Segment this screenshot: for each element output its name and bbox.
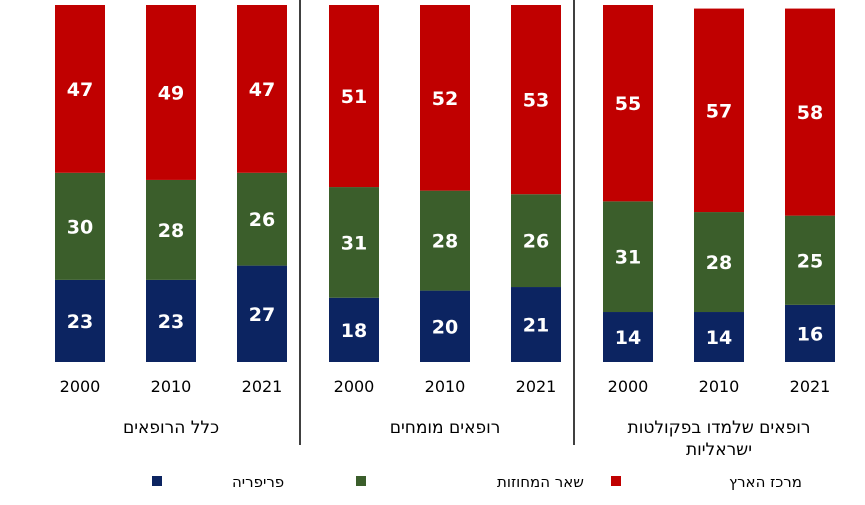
bar-segment-g2-c2-s1 [785, 215, 835, 305]
bar-segment-g1-c2-s1 [511, 194, 561, 288]
bar-segment-g1-c0-s1 [329, 187, 379, 298]
data-label-g2-c0-s0: 14 [615, 327, 641, 349]
data-label-g1-c1-s1: 28 [432, 231, 458, 253]
data-label-g0-c0-s0: 23 [67, 311, 93, 333]
dividers-layer [299, 0, 575, 445]
bar-segment-g2-c0-s2 [603, 5, 653, 202]
data-label-g0-c2-s0: 27 [249, 304, 275, 326]
data-label-g1-c2-s2: 53 [523, 90, 549, 112]
data-label-g2-c2-s0: 16 [797, 323, 823, 345]
data-label-g1-c1-s0: 20 [432, 316, 458, 338]
bar-segment-g0-c0-s2 [55, 5, 105, 173]
data-label-g1-c0-s1: 31 [341, 232, 367, 254]
bar-segment-g2-c1-s0 [694, 312, 744, 362]
bar-segment-g1-c1-s2 [420, 5, 470, 191]
data-label-g1-c0-s0: 18 [341, 320, 367, 342]
bar-segment-g1-c0-s2 [329, 5, 379, 188]
legend-swatch-2 [611, 476, 621, 486]
legend-swatch-0 [152, 476, 162, 486]
data-label-g2-c1-s1: 28 [706, 252, 732, 274]
bar-segment-g1-c2-s2 [511, 5, 561, 195]
x-tick-label-g2-c2: 2021 [790, 377, 831, 396]
bar-segment-g1-c1-s1 [420, 190, 470, 291]
bar-segment-g0-c0-s0 [55, 279, 105, 362]
data-label-g0-c0-s1: 30 [67, 216, 93, 238]
bar-segment-g2-c1-s2 [694, 8, 744, 213]
bars-layer [55, 5, 835, 362]
x-tick-label-g2-c1: 2010 [699, 377, 740, 396]
bar-segment-g1-c2-s0 [511, 287, 561, 362]
legend-label-2: מרכז הארץ [729, 473, 802, 491]
data-label-g2-c1-s2: 57 [706, 100, 732, 122]
bar-segment-g2-c2-s2 [785, 8, 835, 216]
data-label-g0-c1-s2: 49 [158, 82, 184, 104]
bar-segment-g0-c0-s1 [55, 172, 105, 280]
bar-segment-g2-c0-s0 [603, 312, 653, 362]
bar-segment-g0-c1-s0 [146, 279, 196, 362]
data-label-g2-c2-s1: 25 [797, 250, 823, 272]
bar-segment-g1-c0-s0 [329, 297, 379, 362]
group-label-1: רופאים מומחים [390, 418, 501, 438]
data-label-g2-c2-s2: 58 [797, 102, 823, 124]
x-tick-label-g2-c0: 2000 [608, 377, 649, 396]
data-label-g2-c0-s1: 31 [615, 247, 641, 269]
group-label-0: כלל הרופאים [123, 418, 219, 438]
data-label-g2-c0-s2: 55 [615, 93, 641, 115]
legend-swatch-1 [356, 476, 366, 486]
bar-segment-g0-c1-s2 [146, 5, 196, 180]
x-tick-label-g0-c0: 2000 [60, 377, 101, 396]
bar-segment-g0-c1-s1 [146, 179, 196, 280]
data-label-g2-c1-s0: 14 [706, 327, 732, 349]
bar-segment-g2-c0-s1 [603, 201, 653, 313]
data-label-g0-c2-s2: 47 [249, 79, 275, 101]
legend: פריפריה שאר המחוזות מרכז הארץ [152, 473, 802, 491]
x-tick-label-g1-c0: 2000 [334, 377, 375, 396]
data-label-g0-c1-s0: 23 [158, 311, 184, 333]
data-label-g1-c2-s0: 21 [523, 315, 549, 337]
data-label-g1-c1-s2: 52 [432, 88, 458, 110]
bar-segment-g0-c2-s1 [237, 172, 287, 266]
bar-segment-g2-c1-s1 [694, 212, 744, 313]
group-label-2-line-0: רופאים שלמדו בפקולטות [628, 418, 811, 438]
data-label-g0-c2-s1: 26 [249, 209, 275, 231]
data-label-g0-c1-s1: 28 [158, 220, 184, 242]
data-label-g0-c0-s2: 47 [67, 79, 93, 101]
legend-label-1: שאר המחוזות [497, 473, 584, 491]
x-tick-label-g0-c1: 2010 [151, 377, 192, 396]
bar-segment-g0-c2-s0 [237, 265, 287, 362]
legend-label-0: פריפריה [232, 473, 284, 491]
bar-segment-g1-c1-s0 [420, 290, 470, 362]
bar-segment-g0-c2-s2 [237, 5, 287, 173]
group-label-2-line-1: ישראליות [686, 440, 752, 460]
x-tick-label-g1-c2: 2021 [516, 377, 557, 396]
x-tick-label-g0-c2: 2021 [242, 377, 283, 396]
data-label-g1-c0-s2: 51 [341, 86, 367, 108]
bar-segment-g2-c2-s0 [785, 304, 835, 362]
x-tick-label-g1-c1: 2010 [425, 377, 466, 396]
data-label-g1-c2-s1: 26 [523, 231, 549, 253]
